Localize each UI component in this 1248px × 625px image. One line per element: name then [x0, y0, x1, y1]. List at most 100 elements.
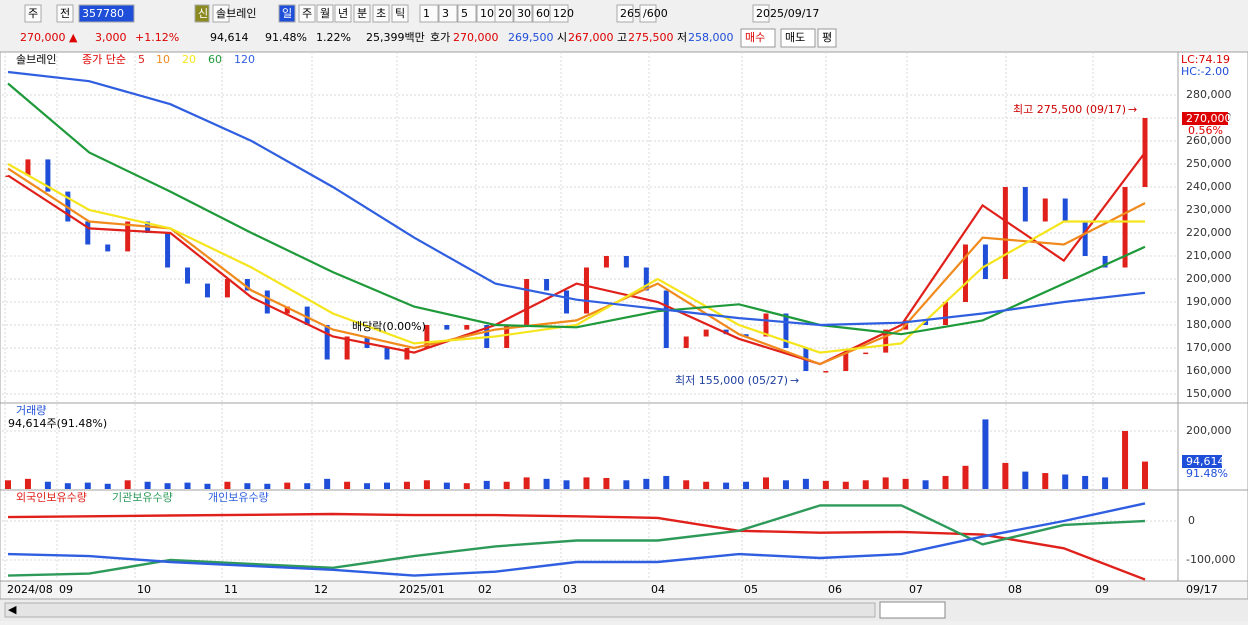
high-arrow: → [1128, 103, 1137, 116]
info-value[interactable]: 평 [822, 31, 832, 44]
volume-bar [483, 480, 490, 489]
candle [962, 244, 968, 302]
y-tick-label: 230,000 [1186, 203, 1232, 216]
y-tick-label: 0 [1188, 514, 1195, 527]
date-label: 05 [744, 583, 758, 596]
candle [25, 159, 31, 176]
order-button[interactable] [780, 28, 816, 48]
toolbar-button[interactable] [316, 4, 334, 23]
toolbar-label[interactable]: 5 [461, 7, 468, 20]
toolbar-button[interactable] [752, 4, 770, 23]
panel-title: 거래량 [16, 404, 46, 417]
candle [125, 221, 131, 252]
y-tick-label: 280,000 [1186, 88, 1232, 101]
volume-bar [84, 482, 91, 489]
info-value: 270,000 ▲ [20, 31, 78, 44]
toolbar-label[interactable]: 20 [498, 7, 512, 20]
toolbar-label[interactable]: 265 [620, 7, 641, 20]
toolbar-label[interactable]: /600 [643, 7, 668, 20]
volume-bar [443, 482, 450, 489]
legend-entry: 개인보유수량 [208, 491, 269, 504]
volume-bar [384, 482, 390, 489]
toolbar-button[interactable] [278, 4, 296, 23]
right-axis [1177, 51, 1248, 582]
toolbar-button[interactable] [616, 4, 634, 23]
info-value[interactable]: 매수 [745, 31, 765, 44]
moving-average [7, 163, 1145, 354]
date-label: 09 [1095, 583, 1109, 596]
toolbar-button[interactable] [78, 4, 135, 23]
toolbar-button[interactable] [438, 4, 458, 23]
toolbar-label[interactable]: 전 [60, 7, 70, 20]
toolbar-label[interactable]: 주 [302, 7, 312, 20]
volume-bar [124, 480, 131, 489]
scroll-left[interactable]: ◀ [8, 603, 17, 616]
date-label: 06 [828, 583, 842, 596]
moving-average [7, 167, 1146, 366]
toolbar-button[interactable] [457, 4, 477, 23]
toolbar-label[interactable]: 솔브레인 [216, 7, 256, 20]
toolbar-button[interactable] [298, 4, 316, 23]
y-tick-label: 260,000 [1186, 134, 1232, 147]
toolbar-button[interactable] [494, 4, 514, 23]
volume-bar [603, 477, 610, 489]
info-value: 94,614 [210, 31, 249, 44]
order-button[interactable] [817, 28, 837, 48]
toolbar-label[interactable]: 분 [357, 7, 367, 20]
order-button[interactable] [740, 28, 776, 48]
candle [185, 267, 191, 284]
volume-bar [44, 481, 51, 489]
toolbar-button[interactable] [391, 4, 409, 23]
candle [943, 302, 949, 325]
legend-entry: 120 [234, 53, 255, 66]
volume-bar [1062, 474, 1069, 489]
toolbar-label[interactable]: 30 [517, 7, 531, 20]
toolbar-button[interactable] [212, 4, 230, 23]
last-change: 0.56% [1188, 124, 1223, 137]
toolbar-label[interactable]: 357780 [82, 7, 124, 20]
toolbar-label[interactable]: 초 [376, 7, 386, 20]
volume-bar [583, 477, 590, 489]
date-label: 04 [651, 583, 665, 596]
toolbar-button[interactable] [639, 4, 657, 23]
toolbar-button[interactable] [334, 4, 352, 23]
toolbar-label[interactable]: 주 [28, 7, 38, 20]
volume-bar [284, 482, 291, 489]
toolbar-label[interactable]: 3 [442, 7, 449, 20]
toolbar-button[interactable] [513, 4, 533, 23]
scroll-track[interactable] [4, 602, 876, 618]
volume-bar [24, 478, 31, 489]
toolbar-label[interactable]: 60 [536, 7, 550, 20]
info-value: 시 [557, 31, 567, 44]
volume-bar [264, 483, 271, 489]
low-arrow: → [790, 374, 799, 387]
moving-average [7, 151, 1146, 366]
toolbar-label[interactable]: 2025/09/17 [756, 7, 819, 20]
toolbar-button[interactable] [549, 4, 569, 23]
candle [45, 159, 51, 192]
candle [643, 267, 649, 291]
toolbar-button[interactable] [419, 4, 439, 23]
info-value: 고 [617, 31, 627, 44]
toolbar-button[interactable] [24, 4, 42, 23]
toolbar-label[interactable]: 120 [553, 7, 574, 20]
info-value[interactable]: 매도 [785, 31, 805, 44]
toolbar-label[interactable]: 1 [423, 7, 430, 20]
toolbar-button[interactable] [372, 4, 390, 23]
ma-label: 종가 단순 [82, 53, 126, 66]
toolbar-button[interactable] [353, 4, 371, 23]
toolbar-label[interactable]: 틱 [395, 7, 405, 20]
toolbar-button[interactable] [56, 4, 74, 23]
candle [863, 352, 869, 355]
toolbar-label[interactable]: 년 [338, 7, 348, 20]
toolbar-label[interactable]: 신 [198, 7, 208, 20]
date-label: 10 [137, 583, 151, 596]
volume-bar [942, 475, 949, 489]
toolbar-button[interactable] [194, 4, 210, 23]
toolbar-label[interactable]: 일 [282, 6, 292, 20]
nav-buttons[interactable] [879, 601, 946, 619]
toolbar-label[interactable]: 10 [480, 7, 494, 20]
toolbar-label[interactable]: 월 [320, 7, 330, 20]
candle [1062, 198, 1068, 222]
